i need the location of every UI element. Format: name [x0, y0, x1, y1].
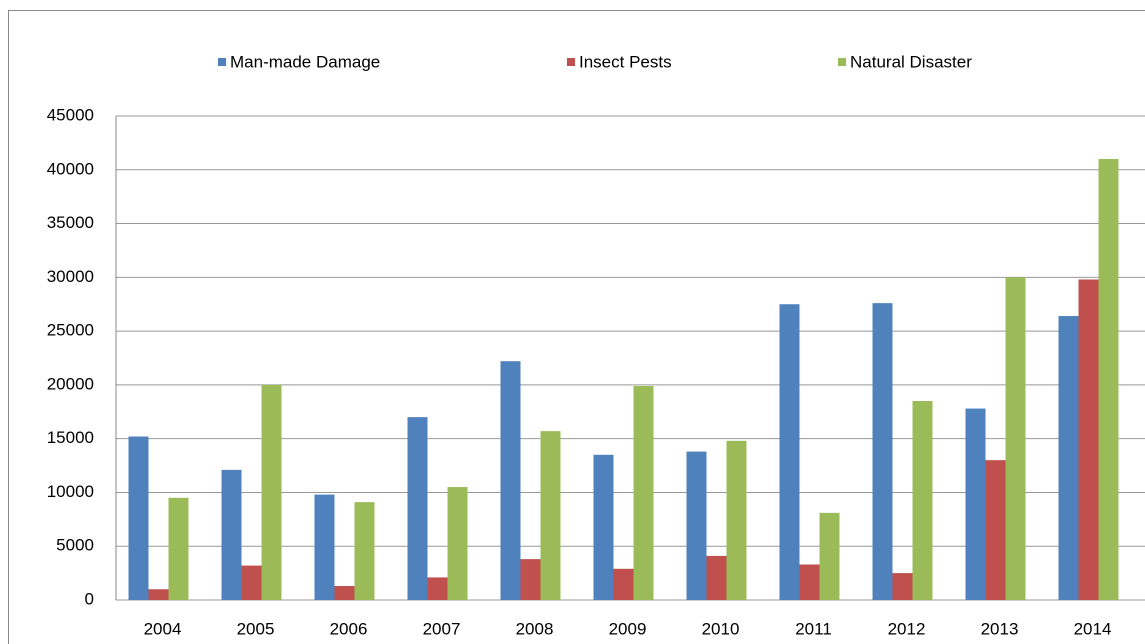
x-tick-label: 2012: [888, 619, 926, 638]
bar: [168, 497, 189, 600]
y-tick-label: 45000: [47, 105, 94, 124]
bar: [985, 460, 1006, 600]
bar: [148, 589, 169, 600]
x-tick-label: 2009: [609, 619, 647, 638]
x-tick-label: 2008: [516, 619, 554, 638]
bar: [334, 586, 355, 600]
bar: [613, 568, 634, 600]
bar: [1098, 159, 1119, 600]
bar: [354, 502, 375, 600]
bar: [407, 417, 428, 600]
bar: [1005, 277, 1026, 600]
bar: [892, 573, 913, 600]
bar: [1078, 279, 1099, 600]
x-tick-label: 2005: [237, 619, 275, 638]
x-tick-label: 2004: [144, 619, 182, 638]
y-tick-label: 0: [85, 589, 94, 608]
legend-swatch: [218, 58, 226, 66]
y-tick-label: 15000: [47, 428, 94, 447]
y-tick-label: 35000: [47, 213, 94, 232]
bar: [819, 512, 840, 600]
y-tick-label: 5000: [56, 536, 94, 555]
bar: [520, 559, 541, 600]
bar: [912, 401, 933, 600]
legend-swatch: [567, 58, 575, 66]
bar: [1058, 316, 1079, 600]
legend-label: Natural Disaster: [850, 52, 972, 71]
y-tick-label: 30000: [47, 267, 94, 286]
bar: [799, 564, 820, 600]
legend-label: Insect Pests: [579, 52, 672, 71]
bar: [241, 565, 262, 600]
bar: [779, 304, 800, 600]
bar: [706, 555, 727, 600]
bar: [686, 451, 707, 600]
bar: [633, 385, 654, 600]
bar: [128, 436, 149, 600]
legend-label: Man-made Damage: [230, 52, 380, 71]
bar: [872, 303, 893, 600]
y-tick-label: 20000: [47, 374, 94, 393]
bar: [221, 469, 242, 600]
x-tick-label: 2007: [423, 619, 461, 638]
bar: [593, 454, 614, 600]
y-tick-label: 10000: [47, 482, 94, 501]
x-tick-label: 2014: [1074, 619, 1112, 638]
bar: [314, 494, 335, 600]
bar: [500, 361, 521, 600]
bar: [447, 487, 468, 600]
x-tick-label: 2006: [330, 619, 368, 638]
bar: [427, 577, 448, 600]
legend-swatch: [838, 58, 846, 66]
x-tick-label: 2010: [702, 619, 740, 638]
bar: [540, 431, 561, 600]
x-tick-label: 2013: [981, 619, 1019, 638]
bar: [726, 440, 747, 600]
y-tick-label: 40000: [47, 159, 94, 178]
bar: [965, 408, 986, 600]
y-tick-label: 25000: [47, 321, 94, 340]
bar: [261, 384, 282, 600]
x-tick-label: 2011: [795, 619, 832, 638]
